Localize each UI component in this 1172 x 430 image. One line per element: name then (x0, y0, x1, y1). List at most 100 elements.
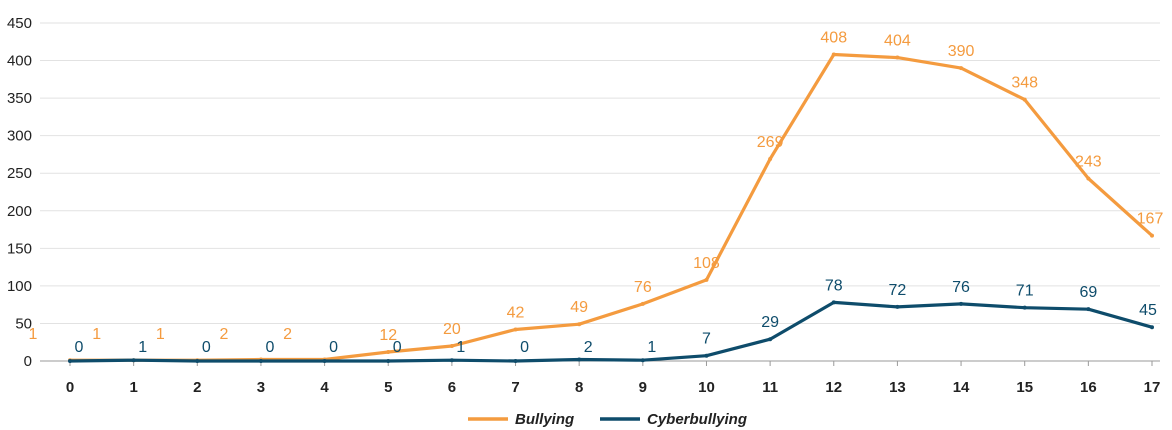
x-tick-label: 1 (129, 379, 137, 396)
data-point (195, 359, 200, 363)
data-point (768, 156, 773, 161)
data-point (386, 349, 391, 354)
x-tick-label: 6 (448, 379, 456, 396)
data-label-bullying: 76 (634, 279, 652, 296)
x-tick-label: 5 (384, 379, 392, 396)
data-label-cyberbullying: 0 (75, 339, 84, 356)
y-tick-label: 0 (24, 353, 32, 370)
data-point (640, 358, 645, 363)
x-tick-label: 7 (511, 379, 519, 396)
data-label-cyberbullying: 72 (889, 282, 907, 299)
data-label-bullying: 1 (156, 326, 165, 343)
data-label-cyberbullying: 45 (1139, 302, 1157, 319)
x-tick-label: 10 (698, 379, 715, 396)
x-tick-label: 12 (825, 379, 842, 396)
data-label-cyberbullying: 0 (393, 339, 402, 356)
data-point (959, 66, 964, 71)
data-label-bullying: 408 (820, 30, 847, 47)
data-label-cyberbullying: 29 (761, 314, 779, 331)
series-line-cyberbullying (68, 300, 1154, 363)
data-label-cyberbullying: 0 (329, 339, 338, 356)
data-label-cyberbullying: 0 (520, 339, 529, 356)
data-label-bullying: 2 (283, 326, 292, 343)
data-label-cyberbullying: 78 (825, 277, 843, 294)
data-label-bullying: 42 (507, 304, 525, 321)
data-point (1150, 325, 1154, 330)
data-point (704, 353, 709, 358)
x-tick-label: 11 (762, 379, 778, 396)
x-axis: 0 1 2 3 4 5 6 7 8 9 10 11 12 13 14 15 16 17 (66, 361, 1161, 396)
y-tick-label: 250 (7, 165, 32, 182)
data-label-cyberbullying: 69 (1079, 284, 1097, 301)
data-label-bullying: 243 (1075, 153, 1102, 170)
data-point (386, 359, 391, 363)
data-point (449, 358, 454, 363)
data-label-bullying: 20 (443, 321, 461, 338)
data-label-cyberbullying: 0 (265, 339, 274, 356)
data-label-bullying: 390 (948, 43, 975, 60)
data-label-cyberbullying: 71 (1016, 283, 1034, 300)
data-label-cyberbullying: 2 (584, 339, 593, 356)
data-label-bullying: 2 (219, 326, 228, 343)
y-tick-label: 150 (7, 240, 32, 257)
x-tick-label: 4 (320, 379, 329, 396)
data-point (1150, 233, 1154, 238)
data-label-bullying: 49 (570, 299, 588, 316)
x-tick-label: 9 (639, 379, 647, 396)
data-label-bullying: 404 (884, 33, 911, 50)
data-label-bullying: 269 (757, 134, 784, 151)
gridlines (40, 22, 1160, 362)
data-label-cyberbullying: 1 (647, 339, 656, 356)
x-tick-label: 15 (1016, 379, 1033, 396)
x-tick-label: 0 (66, 379, 74, 396)
x-tick-label: 14 (953, 379, 970, 396)
data-point (831, 300, 836, 305)
x-tick-label: 8 (575, 379, 583, 396)
data-point (258, 359, 263, 363)
data-label-cyberbullying: 0 (202, 339, 211, 356)
data-point (704, 277, 709, 282)
y-tick-label: 50 (15, 315, 32, 332)
x-tick-label: 17 (1144, 379, 1161, 396)
data-point (831, 52, 836, 57)
data-point (131, 358, 136, 363)
data-label-bullying: 1 (29, 326, 38, 343)
legend-label-bullying: Bullying (515, 411, 574, 428)
data-point (1022, 305, 1027, 310)
data-point (577, 322, 582, 327)
legend: Bullying Cyberbullying (468, 411, 747, 428)
data-point (895, 55, 900, 60)
x-tick-label: 3 (257, 379, 265, 396)
data-label-bullying: 348 (1011, 75, 1038, 92)
data-point (577, 357, 582, 362)
series-lines (68, 52, 1154, 363)
data-point (768, 337, 773, 342)
data-point (322, 359, 327, 363)
data-label-bullying: 108 (693, 255, 720, 272)
y-tick-label: 100 (7, 278, 32, 295)
data-label-cyberbullying: 1 (456, 339, 465, 356)
data-point (1022, 97, 1027, 102)
x-tick-label: 2 (193, 379, 201, 396)
y-tick-label: 200 (7, 203, 32, 220)
data-point (68, 359, 72, 363)
y-tick-label: 350 (7, 90, 32, 107)
data-label-bullying: 12 (379, 327, 397, 344)
data-point (513, 327, 518, 332)
data-point (1086, 307, 1091, 312)
data-label-cyberbullying: 1 (138, 339, 147, 356)
y-tick-label: 300 (7, 128, 32, 145)
data-point (513, 359, 518, 363)
series-line-bullying (68, 52, 1154, 362)
data-point (1086, 176, 1091, 181)
data-label-cyberbullying: 76 (952, 279, 970, 296)
data-point (959, 301, 964, 306)
data-label-bullying: 1 (92, 326, 101, 343)
data-point (640, 301, 645, 306)
data-label-bullying: 167 (1137, 211, 1164, 228)
y-tick-label: 400 (7, 53, 32, 70)
x-tick-label: 13 (889, 379, 906, 396)
data-label-cyberbullying: 7 (702, 331, 711, 348)
